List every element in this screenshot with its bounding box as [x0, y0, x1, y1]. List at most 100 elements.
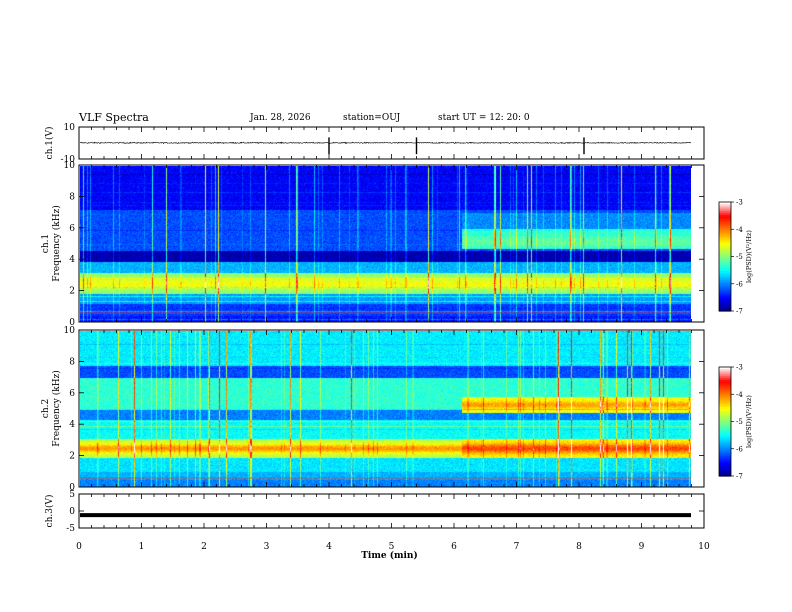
ch1-spectrogram-panel: 0 2 4 6 8 10 ch.1Frequency (kHz) [41, 161, 705, 328]
time-tick-label: 0 [76, 542, 82, 552]
spec2-tick-label: 6 [69, 389, 75, 399]
colorbar-cell [719, 457, 731, 461]
colorbar-cell [719, 403, 731, 406]
colorbar-cell [719, 428, 731, 432]
ch1-tick-label: -10 [61, 155, 76, 165]
colorbar-cell [719, 454, 731, 457]
colorbar-cell [719, 265, 731, 268]
colorbar-cell [719, 272, 731, 276]
colorbar-cell [719, 439, 731, 443]
spec2-tick-label: 8 [69, 357, 75, 367]
colorbar-cell [719, 294, 731, 298]
ch1-colorbar: -3 -4 -5 -6 -7 log(PSD)(V²/Hz) [718, 199, 753, 316]
colorbar-tick-label: -4 [736, 391, 743, 399]
time-tick-label: 10 [698, 542, 710, 552]
spec2-tick-label: 2 [69, 452, 75, 462]
colorbar-cell [719, 443, 731, 446]
colorbar-tick-label: -3 [736, 199, 743, 207]
colorbar-cell [719, 386, 731, 390]
colorbar-tick-label: -4 [736, 226, 743, 234]
colorbar-label: log(PSD)(V²/Hz) [745, 230, 753, 283]
colorbar-cell [719, 448, 731, 452]
colorbar-cell [719, 421, 731, 424]
colorbar-cell [719, 227, 731, 230]
colorbar-cell [719, 276, 731, 279]
colorbar-cell [719, 225, 731, 229]
time-tick-label: 2 [201, 542, 207, 552]
colorbar-cell [719, 445, 731, 448]
colorbar-cell [719, 261, 731, 265]
colorbar-tick-label: -5 [736, 253, 743, 261]
colorbar-cell [719, 374, 731, 377]
ch1-waveform-panel: 10 -10 ch.1(V) [44, 123, 705, 165]
colorbar-cell [719, 381, 731, 384]
colorbar-cell [719, 300, 731, 303]
colorbar-cell [719, 245, 731, 249]
colorbar-cell [719, 396, 731, 399]
colorbar-cell [719, 243, 731, 247]
colorbar-cell [719, 296, 731, 299]
colorbar-cell [719, 410, 731, 414]
colorbar-cell [719, 446, 731, 450]
colorbar-cell [719, 383, 731, 386]
colorbar-cell [719, 269, 731, 272]
colorbar-cell [719, 466, 731, 470]
colorbar-cell [719, 280, 731, 283]
colorbar-cell [719, 414, 731, 417]
colorbar-cell [719, 289, 731, 292]
colorbar-cell [719, 202, 731, 205]
colorbar-cell [719, 203, 731, 207]
ch2-spectrogram-image [80, 331, 691, 487]
colorbar-cell [719, 234, 731, 238]
colorbar-cell [719, 425, 731, 428]
colorbar-cell [719, 241, 731, 245]
colorbar-cell [719, 307, 731, 310]
ch3-tick-label: 0 [69, 507, 75, 517]
time-tick-label: 5 [389, 542, 395, 552]
colorbar-cell [719, 251, 731, 254]
spec1-tick-label: 8 [69, 192, 75, 202]
colorbar-cell [719, 399, 731, 403]
ch2-spectrogram-panel: 0 2 4 6 8 10 ch.2Frequency (kHz) [41, 326, 705, 493]
spec1-tick-label: 10 [64, 161, 76, 171]
colorbar-cell [719, 405, 731, 408]
colorbar-cell [719, 285, 731, 288]
colorbar-cell [719, 236, 731, 239]
colorbar-cell [719, 401, 731, 404]
ch2-colorbar: -3 -4 -5 -6 -7 log(PSD)(V²/Hz) [718, 364, 753, 481]
colorbar-cell [719, 417, 731, 421]
colorbar-cell [719, 256, 731, 259]
colorbar-tick-label: -7 [736, 473, 743, 481]
colorbar-cell [719, 207, 731, 210]
station-label: station=OUJ [343, 113, 401, 123]
colorbar-cell [719, 423, 731, 426]
time-tick-label: 8 [576, 542, 582, 552]
colorbar-cell [719, 229, 731, 232]
colorbar-cell [719, 463, 731, 466]
colorbar-cell [719, 461, 731, 464]
colorbar-cell [719, 470, 731, 473]
colorbar-cell [719, 370, 731, 374]
spec2-ylabel: ch.2Frequency (kHz) [41, 370, 62, 447]
time-axis-label: Time (min) [361, 550, 418, 561]
colorbar-cell [719, 474, 731, 477]
spec1-tick-label: 4 [69, 255, 75, 265]
colorbar-cell [719, 450, 731, 453]
colorbar-cell [719, 465, 731, 468]
colorbar-cell [719, 212, 731, 216]
colorbar-cell [719, 434, 731, 437]
colorbar-cell [719, 220, 731, 223]
colorbar-tick-label: -6 [736, 445, 743, 453]
start-time-label: start UT = 12: 20: 0 [438, 113, 530, 123]
colorbar-cell [719, 281, 731, 285]
colorbar-cell [719, 267, 731, 270]
time-tick-label: 1 [139, 542, 145, 552]
colorbar-cell [719, 218, 731, 221]
colorbar-cell [719, 441, 731, 444]
spec2-tick-label: 4 [69, 420, 75, 430]
colorbar-cell [719, 379, 731, 383]
colorbar-tick-label: -7 [736, 308, 743, 316]
colorbar-cell [719, 271, 731, 274]
spec1-tick-label: 2 [69, 287, 75, 297]
ch3-tick-label: -5 [66, 524, 75, 534]
